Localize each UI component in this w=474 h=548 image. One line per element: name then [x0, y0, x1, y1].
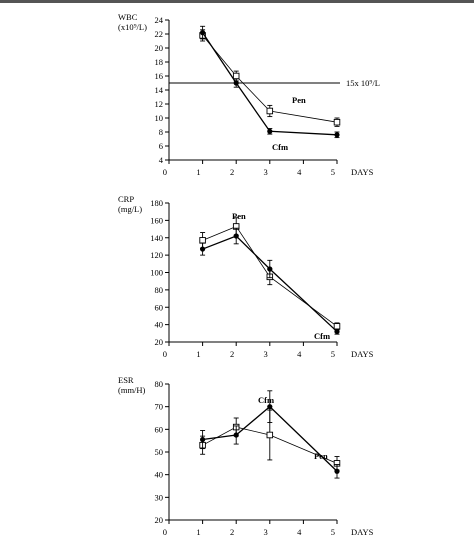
crp-x-tick-label: 5: [331, 349, 335, 359]
esr-cfm-point: [267, 404, 273, 410]
wbc-pen-point: [232, 72, 240, 80]
esr-y-unit: (mm/H): [118, 385, 146, 395]
page-top-border: [0, 0, 474, 3]
esr-cfm-point: [334, 468, 340, 474]
esr-cfm-label: Cfm: [258, 395, 274, 405]
crp-y-tick-label: 180: [150, 198, 163, 208]
esr-series-cfm-line: [202, 405, 338, 472]
wbc-series-cfm-line: [202, 32, 338, 136]
esr-pen-point: [266, 431, 274, 439]
crp-y-tick-label: 160: [150, 215, 163, 225]
wbc-reference-label: 15x 10⁹/L: [346, 78, 380, 88]
wbc-x-tick-label: 0: [163, 167, 167, 177]
esr-x-tick-label: 4: [297, 527, 302, 537]
crp-y-unit: (mg/L): [118, 204, 142, 214]
esr-x-tick-label: 2: [230, 527, 234, 537]
wbc-y-tick-label: 16: [155, 71, 164, 81]
wbc-pen-point: [266, 107, 274, 115]
esr-series-pen-line: [202, 426, 338, 464]
wbc-y-tick-label: 22: [155, 29, 164, 39]
wbc-cfm-point: [267, 128, 273, 134]
crp-pen-point: [333, 323, 341, 330]
crp-y-tick-label: 40: [155, 320, 164, 330]
crp-y-title: CRP: [118, 194, 134, 204]
wbc-y-tick-label: 8: [159, 127, 163, 137]
wbc-cfm-point: [233, 80, 239, 86]
wbc-y-tick-label: 18: [155, 57, 164, 67]
crp-x-tick-label: 1: [196, 349, 200, 359]
crp-y-tick-label: 20: [155, 337, 164, 347]
wbc-y-unit: (x10⁹/L): [118, 22, 147, 32]
crp-x-tick-label: 2: [230, 349, 234, 359]
esr-cfm-point: [200, 436, 206, 443]
crp-y-tick-label: 100: [150, 268, 163, 278]
crp-y-tick-label: 120: [150, 250, 163, 260]
esr-x-tick-label: 0: [163, 527, 167, 537]
crp-x-tick-label: 0: [163, 349, 167, 359]
esr-x-tick-label: 3: [264, 527, 268, 537]
crp-cfm-label: Cfm: [314, 331, 330, 341]
crp-pen-label: Pen: [232, 211, 246, 221]
crp-series-cfm-line: [202, 235, 338, 333]
wbc-pen-label: Pen: [292, 95, 306, 105]
crp-y-tick-label: 140: [150, 233, 163, 243]
wbc-y-tick-label: 10: [155, 113, 164, 123]
wbc-series-pen-line: [202, 35, 338, 123]
esr-cfm-point: [233, 432, 239, 438]
esr-x-tick-label: 5: [331, 527, 335, 537]
esr-y-tick-label: 60: [155, 424, 164, 434]
wbc-y-tick-label: 14: [155, 85, 164, 95]
wbc-y-title: WBC: [118, 12, 138, 22]
crp-y-tick-label: 60: [155, 302, 164, 312]
wbc-x-title: DAYS: [351, 167, 374, 177]
esr-y-tick-label: 70: [155, 402, 164, 412]
wbc-x-tick-label: 3: [264, 167, 268, 177]
wbc-x-tick-label: 1: [196, 167, 200, 177]
wbc-x-tick-label: 4: [297, 167, 302, 177]
wbc-y-tick-label: 12: [155, 99, 164, 109]
wbc-y-tick-label: 6: [159, 141, 163, 151]
wbc-x-tick-label: 2: [230, 167, 234, 177]
esr-x-tick-label: 1: [196, 527, 200, 537]
esr-x-title: DAYS: [351, 527, 374, 537]
crp-pen-point: [199, 237, 206, 244]
wbc-cfm-label: Cfm: [272, 142, 288, 152]
crp-y-tick-label: 80: [155, 285, 164, 295]
crp-x-tick-label: 4: [297, 349, 302, 359]
esr-y-tick-label: 40: [155, 470, 164, 480]
wbc-pen-point: [333, 118, 341, 126]
esr-y-tick-label: 20: [155, 515, 164, 525]
wbc-y-tick-label: 20: [155, 43, 164, 53]
esr-y-tick-label: 50: [155, 447, 164, 457]
wbc-x-tick-label: 5: [331, 167, 335, 177]
crp-panel: CRP(mg/L) DAYS 20 40 60 80 100 120 140 160 180 0 1 2 3…: [118, 194, 374, 359]
crp-cfm-point: [233, 233, 239, 239]
wbc-cfm-point: [200, 29, 206, 36]
esr-y-tick-label: 30: [155, 492, 164, 502]
esr-y-title: ESR: [118, 375, 134, 385]
wbc-cfm-point: [334, 132, 340, 138]
esr-y-tick-label: 80: [155, 379, 164, 389]
crp-x-title: DAYS: [351, 349, 374, 359]
crp-cfm-point: [334, 328, 340, 335]
crp-x-tick-label: 3: [264, 349, 268, 359]
crp-cfm-point: [267, 266, 273, 272]
crp-cfm-point: [200, 246, 206, 252]
wbc-y-tick-label: 4: [159, 155, 164, 165]
wbc-y-tick-label: 24: [155, 15, 164, 25]
